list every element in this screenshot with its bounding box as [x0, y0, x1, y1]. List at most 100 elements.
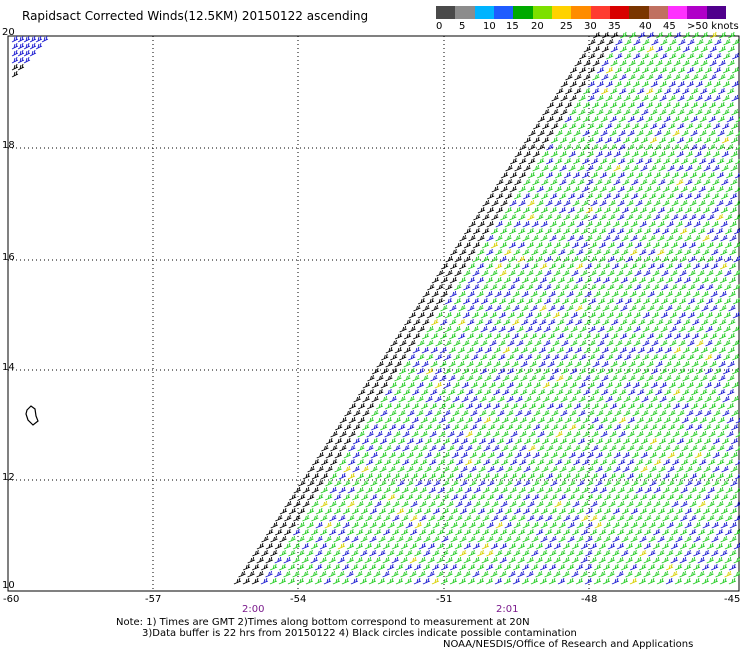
wind-barb: [531, 521, 539, 529]
wind-barb: [670, 227, 679, 235]
wind-barb: [577, 465, 585, 473]
wind-barb: [499, 269, 507, 277]
wind-barb: [512, 577, 521, 585]
wind-barb: [652, 570, 660, 578]
wind-barb: [628, 45, 637, 53]
wind-barb: [374, 472, 383, 480]
wind-barb: [454, 269, 462, 277]
wind-barb: [533, 381, 542, 389]
wind-barb: [692, 318, 700, 326]
wind-barb: [538, 374, 546, 382]
wind-barb: [416, 423, 424, 431]
wind-barb: [730, 150, 738, 158]
wind-barb: [727, 346, 736, 354]
wind-barb: [584, 276, 593, 284]
wind-barb: [691, 388, 699, 396]
wind-barb: [472, 255, 480, 263]
wind-barb: [380, 409, 388, 417]
wind-barb: [505, 178, 513, 186]
wind-barb: [626, 171, 635, 179]
wind-barb: [603, 521, 611, 529]
wind-barb: [427, 528, 436, 536]
wind-barb: [406, 451, 414, 459]
wind-barb: [387, 549, 395, 557]
wind-barb: [541, 150, 549, 158]
wind-barb: [625, 283, 633, 291]
wind-barb: [639, 234, 647, 242]
wind-barb: [518, 185, 526, 193]
wind-barb: [573, 444, 581, 452]
wind-barb: [663, 402, 672, 410]
wind-barb: [634, 528, 643, 536]
wind-barb: [260, 563, 269, 571]
wind-barb: [567, 493, 576, 501]
wind-barb: [423, 521, 431, 529]
wind-barb: [710, 276, 719, 284]
wind-barb: [717, 115, 725, 123]
wind-barb: [690, 143, 698, 151]
wind-barb: [695, 367, 704, 375]
wind-barb: [402, 444, 410, 452]
wind-barb: [477, 507, 486, 515]
wind-barb: [607, 556, 615, 564]
wind-barb: [543, 339, 551, 347]
wind-barb: [373, 570, 381, 578]
wind-barb: [551, 409, 559, 417]
wind-barb: [459, 248, 467, 256]
wind-barb: [456, 416, 464, 424]
wind-barb: [718, 374, 726, 382]
wind-barb: [541, 136, 550, 144]
wind-barb: [269, 577, 278, 585]
wind-barb: [500, 500, 508, 508]
wind-barb: [490, 241, 499, 249]
wind-barb: [534, 339, 542, 347]
wind-barb: [694, 164, 702, 172]
wind-barb: [714, 38, 722, 46]
wind-barb: [724, 283, 732, 291]
wind-barb: [463, 556, 471, 564]
wind-barb: [712, 178, 720, 186]
wind-barb: [464, 500, 472, 508]
lat-label-18: 18: [2, 140, 15, 151]
wind-barb: [702, 521, 710, 529]
wind-barb: [618, 101, 627, 109]
wind-barb: [587, 80, 596, 88]
wind-barb: [623, 80, 632, 88]
wind-barb: [11, 56, 19, 64]
wind-barb: [347, 514, 355, 522]
wind-barb: [637, 31, 646, 39]
wind-barb: [485, 276, 494, 284]
wind-barb: [661, 241, 670, 249]
wind-barb: [441, 535, 449, 543]
wind-barb: [412, 346, 421, 354]
wind-barb: [522, 206, 531, 214]
wind-barb: [608, 213, 616, 221]
wind-barb: [536, 157, 545, 165]
wind-barb: [657, 192, 666, 200]
wind-barb: [542, 122, 550, 130]
wind-barb: [392, 486, 400, 494]
wind-barb: [674, 276, 683, 284]
wind-barb: [547, 346, 556, 354]
wind-barb: [531, 549, 539, 557]
wind-barb: [341, 563, 350, 571]
wind-barb: [582, 129, 590, 137]
wind-barb: [600, 143, 608, 151]
wind-barb: [681, 143, 689, 151]
wind-barb: [731, 367, 740, 375]
wind-barb: [403, 346, 412, 354]
wind-barb: [607, 542, 616, 550]
wind-barb: [444, 297, 453, 305]
wind-barb: [651, 52, 659, 60]
wind-barb: [682, 31, 691, 39]
wind-barb: [526, 570, 534, 578]
wind-barb: [617, 171, 626, 179]
wind-barb: [305, 577, 314, 585]
wind-barb: [612, 234, 620, 242]
wind-barb: [699, 416, 707, 424]
wind-barb: [707, 157, 716, 165]
wind-barb: [693, 535, 701, 543]
wind-barb: [393, 416, 401, 424]
wind-barb: [603, 507, 612, 515]
wind-barb: [479, 367, 488, 375]
